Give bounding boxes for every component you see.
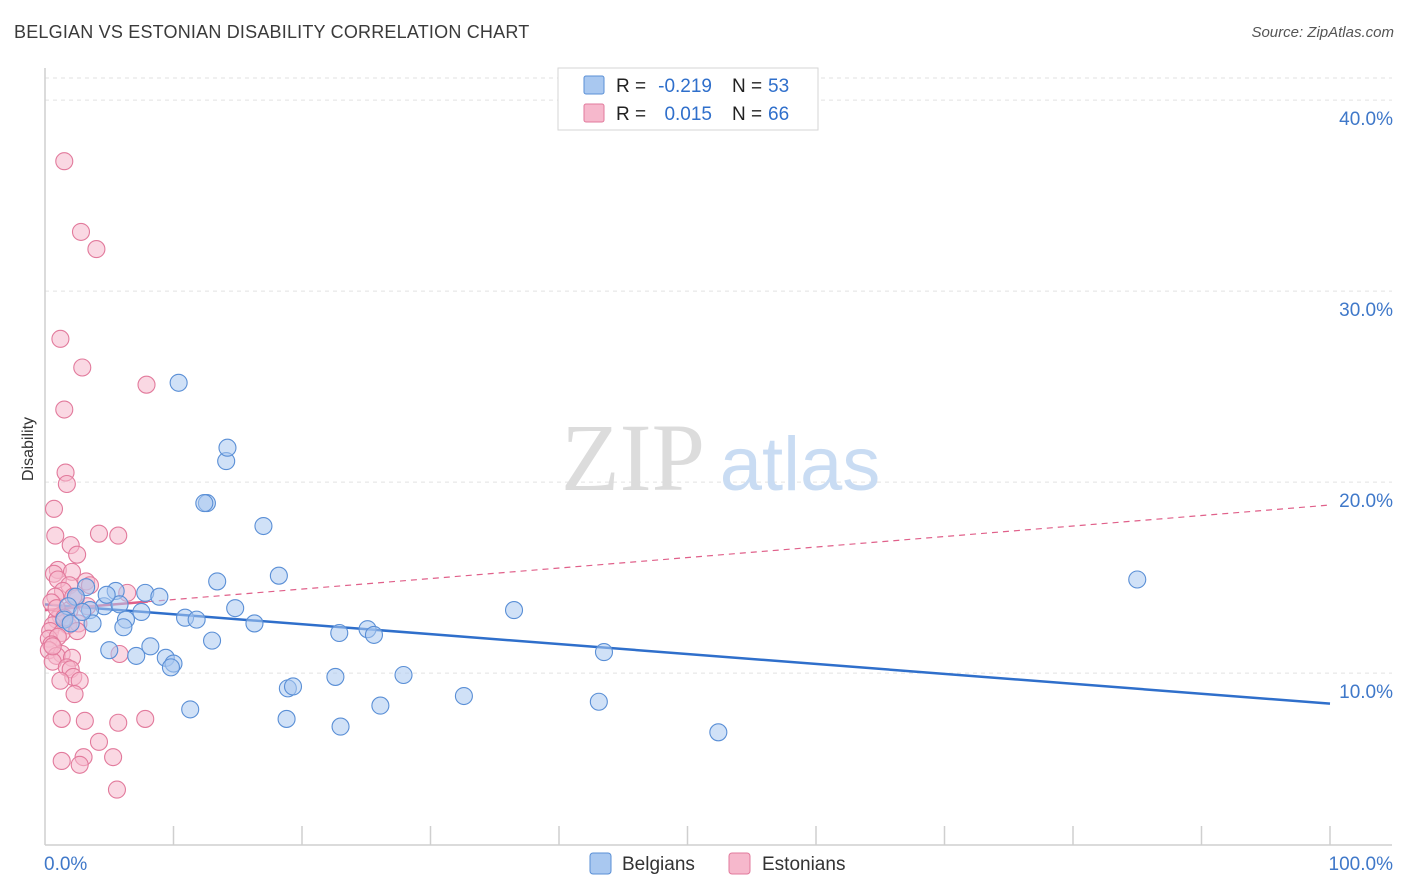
belgians-point — [1128, 570, 1147, 589]
belgians-point — [331, 717, 350, 736]
belgians-point — [371, 696, 390, 715]
belgians-n-label: N = — [732, 76, 762, 97]
legend-estonians-label: Estonians — [762, 854, 845, 875]
y-tick-label: 40.0% — [1339, 109, 1393, 130]
estonians-point — [43, 637, 62, 656]
estonians-point — [75, 711, 94, 730]
belgians-point — [187, 610, 206, 629]
estonians-point — [136, 709, 155, 728]
estonians-point — [65, 685, 84, 704]
estonians-point — [52, 751, 71, 771]
watermark-zip: ZIP — [561, 404, 705, 511]
belgians-point — [127, 646, 146, 665]
belgians-swatch — [583, 75, 605, 95]
watermark-atlas: atlas — [720, 422, 881, 507]
estonians-point — [137, 375, 156, 394]
belgians-point — [132, 602, 151, 622]
estonians-point — [89, 732, 109, 751]
belgians-point — [161, 658, 180, 677]
point-layer — [39, 152, 1147, 799]
x-tick-label-max: 100.0% — [1329, 854, 1394, 875]
estonians-swatch — [583, 103, 605, 123]
belgians-point — [61, 614, 80, 633]
source-label: Source: ZipAtlas.com — [1251, 24, 1394, 41]
estonians-point — [52, 709, 71, 728]
estonians-point — [57, 474, 76, 494]
belgians-point — [589, 692, 608, 711]
belgians-point — [504, 601, 524, 620]
belgians-point — [110, 595, 129, 614]
estonians-point — [87, 240, 106, 259]
belgians-point — [141, 637, 160, 656]
belgians-point — [97, 585, 116, 604]
estonians-trend-line-dashed — [147, 504, 1331, 603]
estonians-point — [109, 526, 128, 545]
belgians-point — [245, 614, 264, 633]
estonians-point — [107, 780, 127, 799]
belgians-point — [83, 614, 102, 633]
chart-title: BELGIAN VS ESTONIAN DISABILITY CORRELATI… — [14, 22, 530, 42]
estonians-point — [71, 222, 91, 241]
legend-belgians-label: Belgians — [622, 854, 695, 875]
y-tick-label: 30.0% — [1339, 300, 1393, 321]
belgians-trend-line — [44, 603, 1331, 705]
belgians-point — [326, 667, 345, 686]
belgians-point — [364, 625, 384, 644]
estonians-r-label: R = — [616, 104, 646, 125]
stats-legend: R = -0.219 N = 53 R = 0.015 N = 66 — [557, 67, 819, 131]
legend-estonians-swatch — [728, 852, 751, 875]
estonians-point — [70, 755, 89, 774]
belgians-point — [195, 494, 214, 513]
belgians-point — [100, 641, 119, 660]
belgians-point — [114, 618, 133, 637]
estonians-r-value: 0.015 — [664, 104, 712, 125]
belgians-point — [73, 602, 92, 622]
estonians-n-value: 66 — [768, 104, 789, 125]
y-tick-label: 10.0% — [1339, 682, 1393, 703]
tick-labels: 10.0% 20.0% 30.0% 40.0% 0.0% 100.0% — [44, 109, 1393, 875]
axis-layer — [44, 68, 1392, 846]
estonians-point — [73, 358, 92, 377]
belgians-point — [594, 643, 614, 662]
belgians-point — [394, 665, 413, 685]
belgians-point — [254, 516, 273, 536]
estonians-point — [46, 526, 65, 545]
x-tick-label-min: 0.0% — [44, 854, 87, 875]
estonians-point — [55, 400, 74, 419]
legend-belgians-swatch — [589, 852, 612, 875]
belgians-point — [181, 700, 200, 719]
belgians-point — [150, 587, 169, 606]
estonians-point — [68, 545, 87, 564]
belgians-point — [330, 623, 349, 643]
belgians-point — [169, 373, 188, 392]
belgians-point — [709, 723, 728, 742]
belgians-n-value: 53 — [768, 76, 789, 97]
belgians-point — [277, 709, 296, 728]
belgians-point — [283, 677, 303, 696]
y-tick-label: 20.0% — [1339, 491, 1393, 512]
belgians-point — [269, 566, 288, 585]
estonians-point — [51, 329, 70, 348]
estonians-point — [104, 748, 123, 767]
estonians-point — [89, 524, 109, 543]
series-legend: Belgians Estonians — [589, 852, 845, 875]
estonians-point — [44, 499, 64, 518]
belgians-r-label: R = — [616, 76, 646, 97]
belgians-r-value: -0.219 — [658, 76, 712, 97]
belgians-point — [203, 631, 222, 650]
belgians-point — [226, 599, 245, 618]
belgians-point — [454, 686, 473, 706]
watermark: ZIP atlas — [561, 404, 880, 511]
estonians-n-label: N = — [732, 104, 762, 125]
belgians-point — [218, 438, 237, 457]
estonians-point — [51, 671, 70, 690]
belgians-point — [208, 572, 227, 591]
grid-layer — [45, 77, 1392, 674]
estonians-point — [109, 713, 128, 732]
estonians-point — [55, 152, 74, 171]
